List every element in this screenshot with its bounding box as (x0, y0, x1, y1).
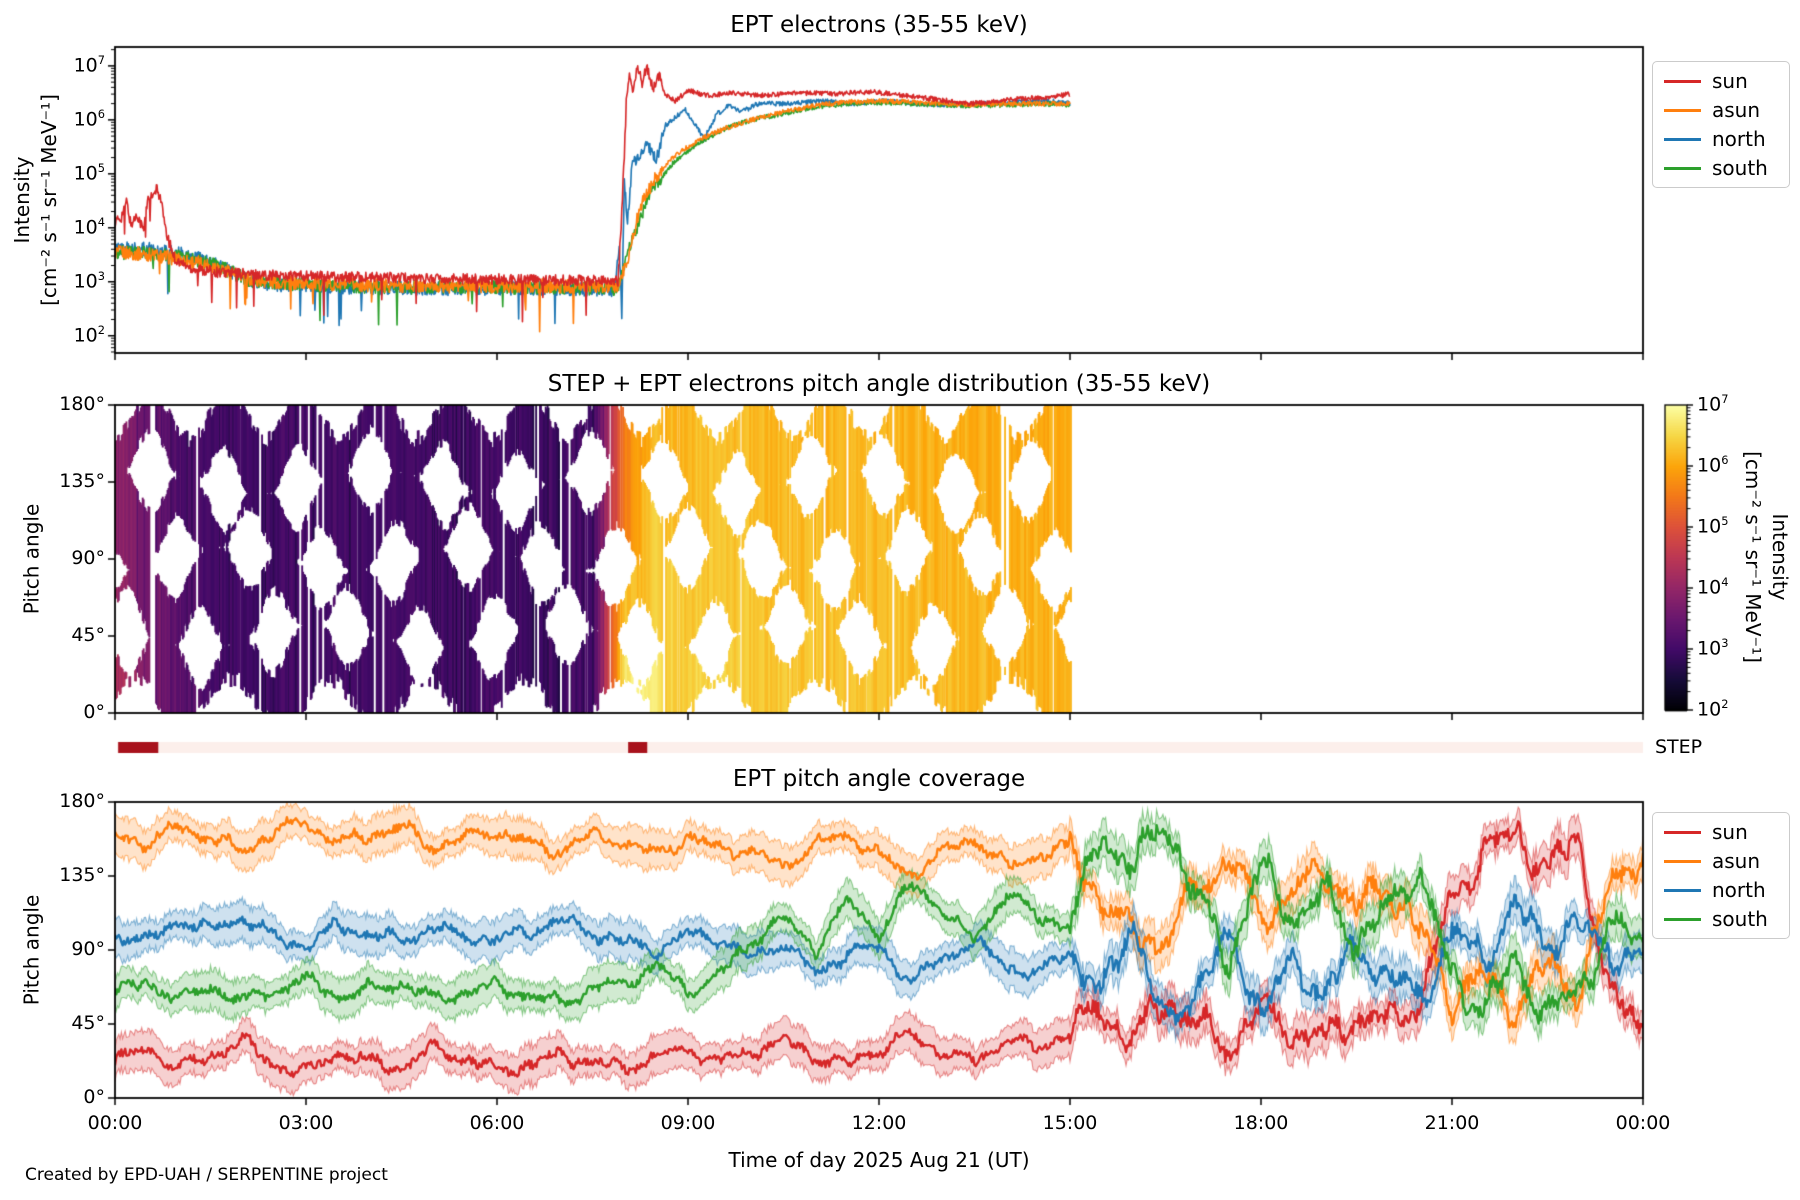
x-tick-label: 03:00 (278, 1112, 334, 1134)
legend-line-north (1664, 888, 1701, 892)
colorbar-label: Intensity [cm⁻² s⁻¹ sr⁻¹ MeV⁻¹] (1739, 451, 1793, 663)
legend-entry-asun: asun (1653, 851, 1789, 871)
p1-ytick-label: 106 (73, 106, 105, 131)
legend-label-asun: asun (1712, 849, 1761, 873)
panel1-title: EPT electrons (35-55 keV) (730, 12, 1028, 38)
p2-ytick-label: 135° (59, 470, 105, 492)
p3-ytick-label: 45° (71, 1012, 105, 1034)
legend-entry-north: north (1653, 880, 1789, 900)
legend-entry-sun: sun (1653, 822, 1789, 842)
step-bar-label: STEP (1655, 736, 1703, 758)
footer-credit: Created by EPD-UAH / SERPENTINE project (25, 1165, 388, 1185)
colorbar-label-line2: [cm⁻² s⁻¹ sr⁻¹ MeV⁻¹] (1741, 451, 1765, 663)
legend-entry-north: north (1653, 129, 1789, 149)
colorbar-label-line1: Intensity (1768, 513, 1792, 601)
p1-ytick-label: 105 (73, 160, 105, 185)
legend-line-asun (1664, 859, 1701, 863)
x-tick-label: 00:00 (87, 1112, 143, 1134)
p3-ytick-label: 180° (59, 790, 105, 812)
colorbar-tick-label: 102 (1697, 697, 1729, 721)
panel1-legend: sun asun north south (1652, 61, 1790, 188)
legend-label-north: north (1712, 878, 1766, 902)
legend-entry-south: south (1653, 909, 1789, 929)
x-axis-label: Time of day 2025 Aug 21 (UT) (728, 1148, 1030, 1172)
legend-line-south (1664, 166, 1701, 170)
panel2-title: STEP + EPT electrons pitch angle distrib… (547, 371, 1211, 397)
p2-ytick-label: 45° (71, 624, 105, 646)
legend-line-south (1664, 917, 1701, 921)
colorbar-tick-label: 106 (1697, 453, 1729, 477)
panel3-ylabel: Pitch angle (19, 894, 44, 1006)
legend-line-asun (1664, 108, 1701, 112)
p3-ytick-label: 0° (83, 1086, 105, 1108)
p2-ytick-label: 0° (83, 701, 105, 723)
panel2-ylabel: Pitch angle (19, 503, 44, 615)
legend-label-south: south (1712, 907, 1768, 931)
legend-entry-south: south (1653, 158, 1789, 178)
p3-ytick-label: 135° (59, 864, 105, 886)
legend-line-sun (1664, 79, 1701, 83)
p1-ytick-label: 103 (73, 268, 105, 293)
legend-line-sun (1664, 830, 1701, 834)
p1-ytick-label: 107 (73, 52, 105, 77)
p1-ytick-label: 104 (73, 214, 105, 239)
x-tick-label: 18:00 (1233, 1112, 1289, 1134)
p2-ytick-label: 180° (59, 393, 105, 415)
x-tick-label: 09:00 (660, 1112, 716, 1134)
legend-entry-asun: asun (1653, 100, 1789, 120)
p1-ytick-label: 102 (73, 322, 105, 347)
x-tick-label: 06:00 (469, 1112, 525, 1134)
legend-line-north (1664, 137, 1701, 141)
p3-ytick-label: 90° (71, 938, 105, 960)
x-tick-label: 21:00 (1424, 1112, 1480, 1134)
colorbar-tick-label: 103 (1697, 636, 1729, 660)
colorbar-tick-label: 107 (1697, 392, 1729, 416)
legend-label-north: north (1712, 127, 1766, 151)
panel3-legend: sun asun north south (1652, 812, 1790, 939)
colorbar-tick-label: 105 (1697, 514, 1729, 538)
colorbar-tick-label: 104 (1697, 575, 1729, 599)
x-tick-label: 12:00 (851, 1112, 907, 1134)
legend-label-south: south (1712, 156, 1768, 180)
p2-ytick-label: 90° (71, 547, 105, 569)
panel3-title: EPT pitch angle coverage (732, 766, 1026, 792)
x-tick-label: 00:00 (1615, 1112, 1671, 1134)
legend-entry-sun: sun (1653, 71, 1789, 91)
panel1-ylabel-line1: Intensity (10, 156, 34, 244)
legend-label-sun: sun (1712, 69, 1748, 93)
legend-label-sun: sun (1712, 820, 1748, 844)
legend-label-asun: asun (1712, 98, 1761, 122)
x-tick-label: 15:00 (1042, 1112, 1098, 1134)
